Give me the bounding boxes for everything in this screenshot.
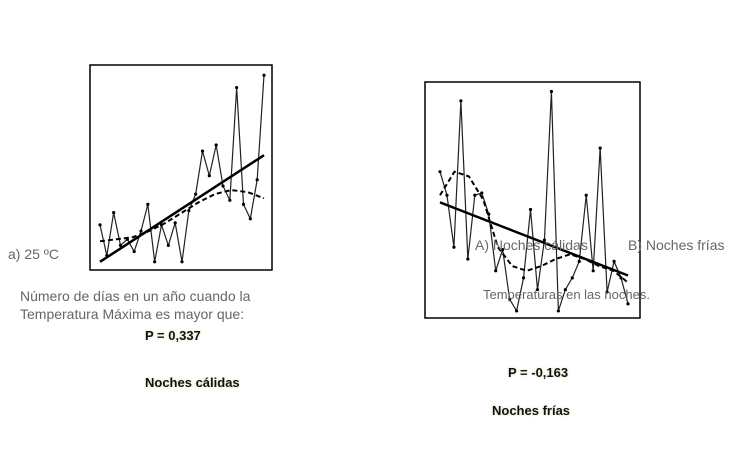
data-point <box>98 223 102 227</box>
data-point <box>118 243 123 247</box>
data-point <box>132 249 136 254</box>
data-point <box>228 198 232 202</box>
data-point <box>480 191 484 195</box>
data-line <box>99 75 265 262</box>
data-point <box>445 193 449 197</box>
data-point <box>194 192 198 196</box>
data-point <box>166 243 170 247</box>
trend-line <box>99 154 265 263</box>
data-point <box>139 229 143 233</box>
trend-line <box>439 201 629 277</box>
data-point <box>577 259 581 263</box>
data-point <box>584 193 588 197</box>
caption: Noches cálidas <box>145 375 240 390</box>
data-point <box>207 174 211 178</box>
option: A) Noches cálidas <box>475 237 588 253</box>
smooth-line <box>439 170 629 284</box>
data-point <box>514 309 519 313</box>
data-point <box>598 146 602 150</box>
data-point <box>542 238 547 242</box>
data-point <box>473 193 477 197</box>
data-point <box>563 288 567 292</box>
smooth-line <box>99 189 265 243</box>
data-point <box>501 247 505 252</box>
question-line: Temperatura Máxima es mayor que: <box>20 306 245 322</box>
data-point <box>221 184 225 188</box>
data-point <box>262 73 266 77</box>
option: B) Noches frías <box>628 237 725 253</box>
data-point <box>173 221 177 225</box>
subtitle: Temperaturas en las noches. <box>483 287 650 302</box>
plot-frame <box>89 64 273 271</box>
data-point <box>452 245 456 249</box>
data-point <box>153 260 157 264</box>
data-point <box>605 290 609 294</box>
data-point <box>549 89 554 94</box>
data-point <box>570 276 574 280</box>
data-point <box>591 269 595 273</box>
data-point <box>438 170 442 174</box>
data-point <box>619 276 623 280</box>
data-point <box>535 288 540 292</box>
data-point <box>528 207 533 212</box>
data-point <box>508 297 512 301</box>
data-point <box>146 202 150 206</box>
data-point <box>521 276 526 280</box>
p-value: P = -0,163 <box>508 365 569 380</box>
label: a) 25 ºC <box>8 246 60 262</box>
data-point <box>556 309 560 313</box>
p-value: P = 0,337 <box>145 328 201 343</box>
plot-frame <box>424 81 641 319</box>
data-point <box>626 302 630 306</box>
data-point <box>612 259 616 263</box>
data-point <box>235 85 239 90</box>
data-point <box>248 217 252 221</box>
question-line: Número de días en un año cuando la <box>20 288 251 304</box>
data-point <box>241 202 246 206</box>
data-point <box>255 178 259 182</box>
data-point <box>214 143 218 147</box>
data-point <box>494 269 498 273</box>
caption: Noches frías <box>492 403 571 418</box>
data-point <box>466 257 470 261</box>
data-point <box>200 149 205 153</box>
data-point <box>187 208 191 213</box>
data-line <box>439 91 629 313</box>
data-point <box>459 99 463 103</box>
data-point <box>180 260 184 264</box>
data-point <box>112 211 116 215</box>
